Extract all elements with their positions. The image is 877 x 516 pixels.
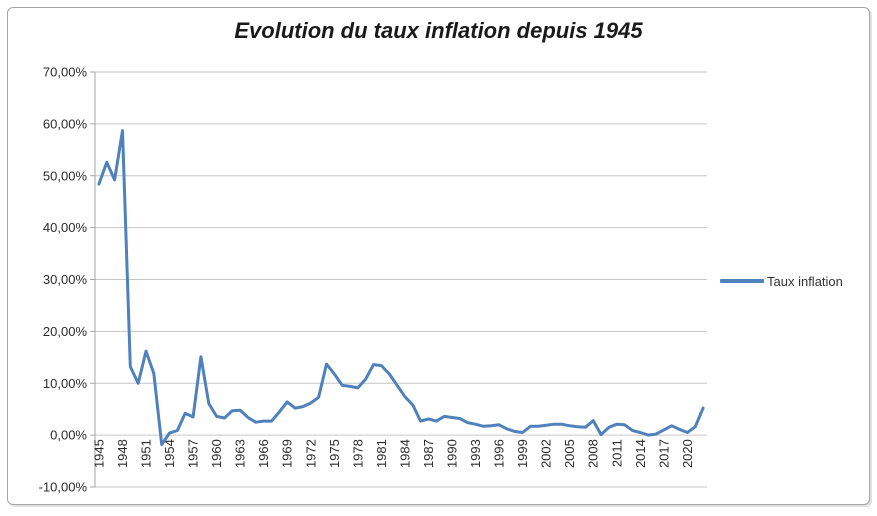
x-axis-tick-label: 1975 [327, 439, 342, 468]
y-axis-tick-label: 40,00% [43, 220, 88, 235]
series-line-taux-inflation [97, 129, 705, 446]
x-axis-tick-label: 1972 [303, 439, 318, 468]
legend: Taux inflation [720, 272, 843, 290]
x-axis-tick-label: 1963 [233, 439, 248, 468]
y-axis-tick-label: 50,00% [43, 168, 88, 183]
x-axis-tick-label: 2008 [586, 439, 601, 468]
x-axis-tick-label: 1996 [492, 439, 507, 468]
x-axis-tick-label: 1987 [421, 439, 436, 468]
chart-title: Evolution du taux inflation depuis 1945 [234, 18, 643, 43]
x-axis-tick-label: 2020 [680, 439, 695, 468]
x-axis-tick-label: 2017 [656, 439, 671, 468]
x-axis-tick-label: 1948 [115, 439, 130, 468]
x-axis-tick-label: 1978 [350, 439, 365, 468]
x-axis-tick-label: 2014 [633, 439, 648, 468]
x-axis-tick-label: 1999 [515, 439, 530, 468]
x-axis-tick-label: 1990 [445, 439, 460, 468]
x-axis-tick-label: 1945 [91, 439, 106, 468]
legend-label: Taux inflation [767, 273, 843, 289]
y-axis-tick-label: 10,00% [43, 376, 88, 391]
x-axis-tick-label: 1981 [374, 439, 389, 468]
x-axis-tick-label: 1960 [209, 439, 224, 468]
x-axis-tick-label: 1951 [139, 439, 154, 468]
x-axis-tick-label: 1966 [256, 439, 271, 468]
x-axis-tick-label: 1969 [280, 439, 295, 468]
y-axis-tick-label: 70,00% [43, 65, 88, 80]
x-axis-tick-label: 2005 [562, 439, 577, 468]
x-axis-tick-label: 2011 [609, 439, 624, 467]
x-axis-tick-label: 1984 [397, 439, 412, 468]
chart-frame [7, 7, 870, 505]
x-axis-tick-label: 2002 [539, 439, 554, 468]
x-axis-tick-label: 1993 [468, 439, 483, 468]
legend-line-swatch [720, 279, 764, 283]
x-axis-tick-label: 1954 [162, 439, 177, 468]
x-axis-tick-label: 1957 [186, 439, 201, 468]
y-axis-tick-label: -10,00% [39, 480, 88, 495]
y-axis-tick-label: 0,00% [50, 428, 87, 443]
y-axis-tick-label: 60,00% [43, 116, 88, 131]
y-axis-tick-label: 20,00% [43, 324, 88, 339]
y-axis-tick-label: 30,00% [43, 272, 88, 287]
